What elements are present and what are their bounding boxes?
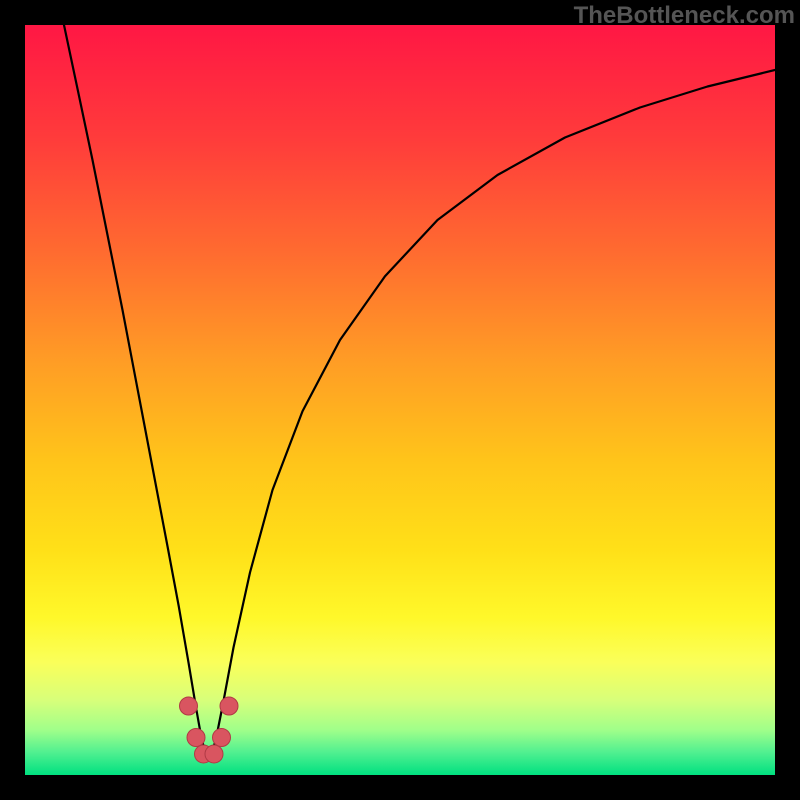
valley-markers	[180, 697, 239, 763]
bottleneck-chart	[25, 25, 775, 775]
bottleneck-curve	[25, 25, 775, 775]
watermark-text: TheBottleneck.com	[574, 2, 795, 30]
